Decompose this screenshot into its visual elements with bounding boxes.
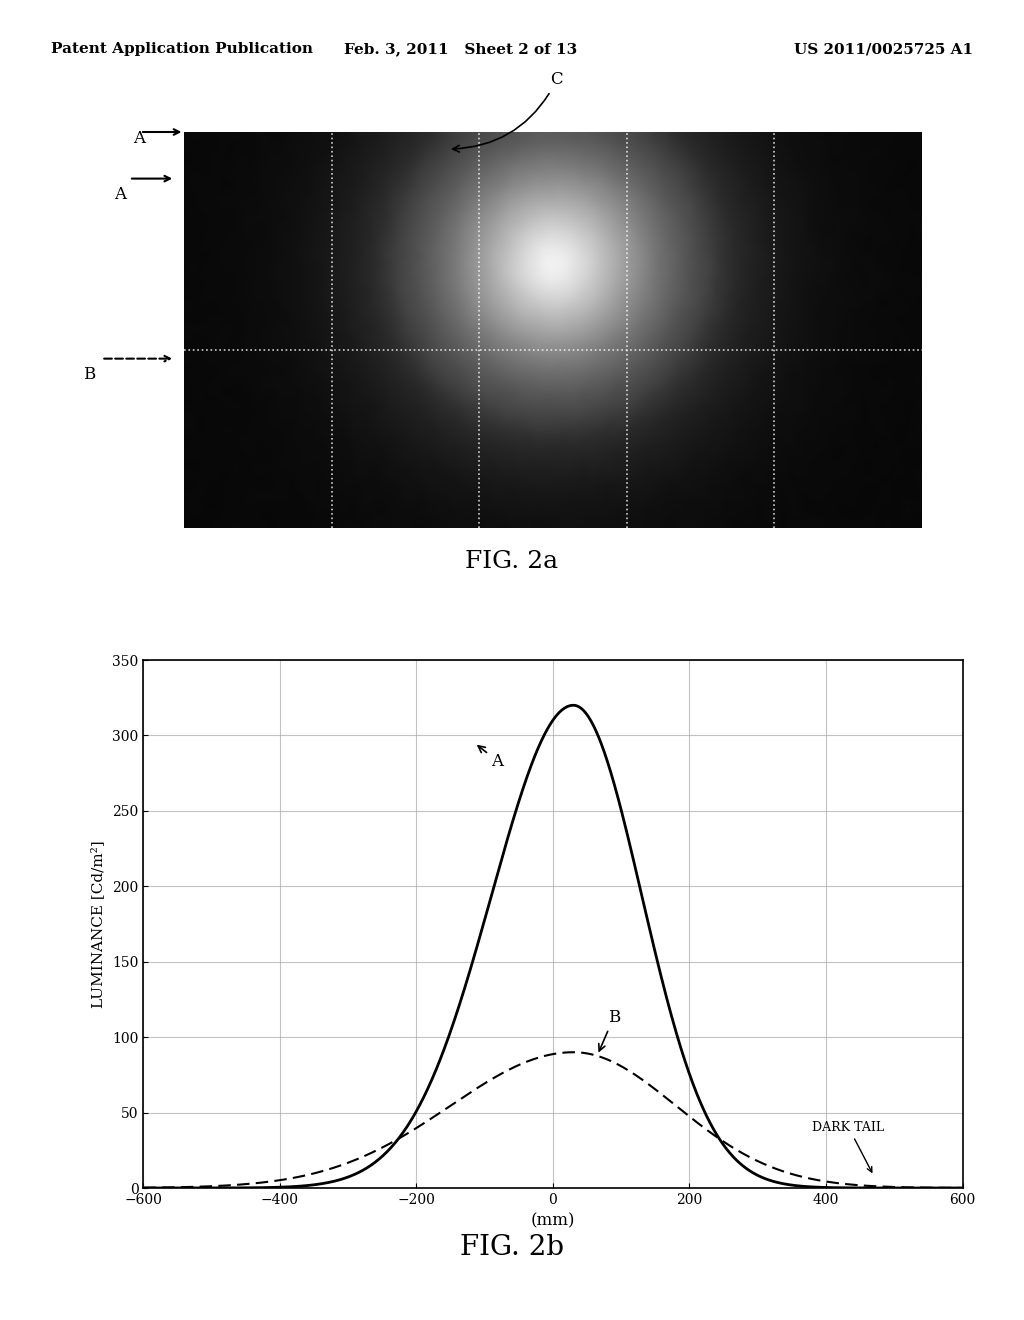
Text: Feb. 3, 2011   Sheet 2 of 13: Feb. 3, 2011 Sheet 2 of 13 — [344, 42, 578, 57]
Y-axis label: LUMINANCE [Cd/m²]: LUMINANCE [Cd/m²] — [91, 841, 105, 1007]
Text: DARK TAIL: DARK TAIL — [812, 1121, 885, 1172]
Text: A: A — [133, 131, 145, 147]
Text: A: A — [478, 746, 504, 770]
Text: A: A — [115, 186, 126, 203]
Text: Patent Application Publication: Patent Application Publication — [51, 42, 313, 57]
Text: B: B — [599, 1008, 620, 1051]
Text: US 2011/0025725 A1: US 2011/0025725 A1 — [794, 42, 973, 57]
Text: B: B — [83, 366, 95, 383]
Text: FIG. 2a: FIG. 2a — [466, 549, 558, 573]
X-axis label: (mm): (mm) — [530, 1212, 575, 1229]
Text: FIG. 2b: FIG. 2b — [460, 1234, 564, 1261]
Text: C: C — [453, 71, 563, 152]
